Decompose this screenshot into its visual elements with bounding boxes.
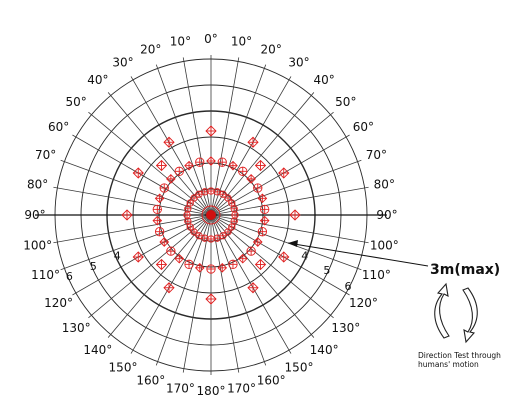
detection-marker <box>122 210 132 220</box>
detection-marker <box>218 158 226 166</box>
detection-marker <box>206 294 216 304</box>
angle-label-right: 30° <box>288 56 309 70</box>
angle-label-right: 120° <box>349 296 378 310</box>
max-range-label: 3m(max) <box>430 262 500 278</box>
detection-marker <box>239 167 247 175</box>
detection-marker <box>255 259 265 269</box>
detection-marker <box>254 184 262 192</box>
angle-label-left: 50° <box>66 95 87 109</box>
angle-label-left: 90° <box>24 208 45 222</box>
detection-marker <box>202 189 208 195</box>
detection-marker <box>229 260 237 268</box>
center-target <box>206 210 216 220</box>
detection-marker <box>185 218 191 224</box>
angle-label-right: 110° <box>362 268 391 282</box>
note-line-1: Direction Test through <box>418 351 501 360</box>
angle-label-right: 170° <box>227 381 256 395</box>
detection-marker <box>247 175 255 183</box>
ring-number-right: 6 <box>344 280 351 293</box>
detection-marker <box>231 206 237 212</box>
detection-marker <box>207 157 215 165</box>
detection-marker <box>160 184 168 192</box>
detection-marker <box>184 212 190 218</box>
angle-label-left: 40° <box>87 73 108 87</box>
ring-number-right: 4 <box>301 250 308 263</box>
detection-marker <box>157 259 167 269</box>
angle-label-right: 160° <box>257 373 286 387</box>
angle-label-left: 150° <box>109 360 138 374</box>
angle-label-180: 180° <box>197 384 226 398</box>
detection-marker <box>248 137 258 147</box>
detection-marker <box>261 205 269 213</box>
detection-marker <box>232 212 238 218</box>
angle-label-left: 10° <box>170 35 191 49</box>
angle-label-left: 60° <box>48 120 69 134</box>
detection-marker <box>160 238 168 246</box>
detection-marker <box>214 235 220 241</box>
angle-label-right: 130° <box>331 321 360 335</box>
note-line-2: humans' motion <box>418 360 479 369</box>
angle-label-left: 140° <box>83 343 112 357</box>
angle-label-right: 90° <box>376 208 397 222</box>
angle-label-right: 150° <box>285 360 314 374</box>
detection-marker <box>133 168 143 178</box>
detection-marker <box>167 247 175 255</box>
angle-label-left: 70° <box>35 148 56 162</box>
detection-marker <box>255 161 265 171</box>
detection-marker <box>164 137 174 147</box>
angle-label-left: 120° <box>44 296 73 310</box>
angle-label-right: 140° <box>310 343 339 357</box>
angle-label-left: 110° <box>31 268 60 282</box>
detection-marker <box>155 227 163 235</box>
rotate-arrows-icon <box>435 284 478 342</box>
detection-marker <box>167 175 175 183</box>
detection-marker <box>185 260 193 268</box>
detection-marker <box>164 283 174 293</box>
detection-marker <box>175 167 183 175</box>
detection-marker <box>279 252 289 262</box>
detection-marker <box>157 161 167 171</box>
angle-label-right: 20° <box>261 43 282 57</box>
angle-label-right: 80° <box>374 177 395 191</box>
max-range-pointer <box>288 240 428 266</box>
angle-label-right: 70° <box>366 148 387 162</box>
angle-label-left: 160° <box>136 373 165 387</box>
ring-number-left: 6 <box>66 270 73 283</box>
angle-label-right: 60° <box>353 120 374 134</box>
detection-marker <box>247 247 255 255</box>
detection-marker <box>206 126 216 136</box>
angle-label-left: 100° <box>23 239 52 253</box>
angle-label-left: 130° <box>62 321 91 335</box>
angle-label-right: 10° <box>231 35 252 49</box>
angle-label-right: 50° <box>335 95 356 109</box>
angle-label-right: 40° <box>313 73 334 87</box>
detection-marker <box>208 236 214 242</box>
detection-marker <box>133 252 143 262</box>
ring-number-right: 5 <box>323 264 330 277</box>
detection-marker <box>279 168 289 178</box>
pointer-arrowhead <box>288 240 298 247</box>
detection-marker <box>196 158 204 166</box>
ring-number-left: 5 <box>90 260 97 273</box>
pointer-line <box>288 243 428 266</box>
angle-label-0: 0° <box>204 32 218 46</box>
detection-marker <box>290 210 300 220</box>
angle-label-right: 100° <box>370 239 399 253</box>
angle-label-left: 20° <box>140 43 161 57</box>
detection-marker <box>258 227 266 235</box>
detection-marker <box>208 188 214 194</box>
angle-label-left: 30° <box>112 56 133 70</box>
angle-label-left: 80° <box>27 177 48 191</box>
ring-number-left: 4 <box>114 250 121 263</box>
angle-label-left: 170° <box>166 381 195 395</box>
detection-marker <box>248 283 258 293</box>
detection-marker <box>153 205 161 213</box>
detection-marker <box>207 265 215 273</box>
detection-marker <box>254 238 262 246</box>
